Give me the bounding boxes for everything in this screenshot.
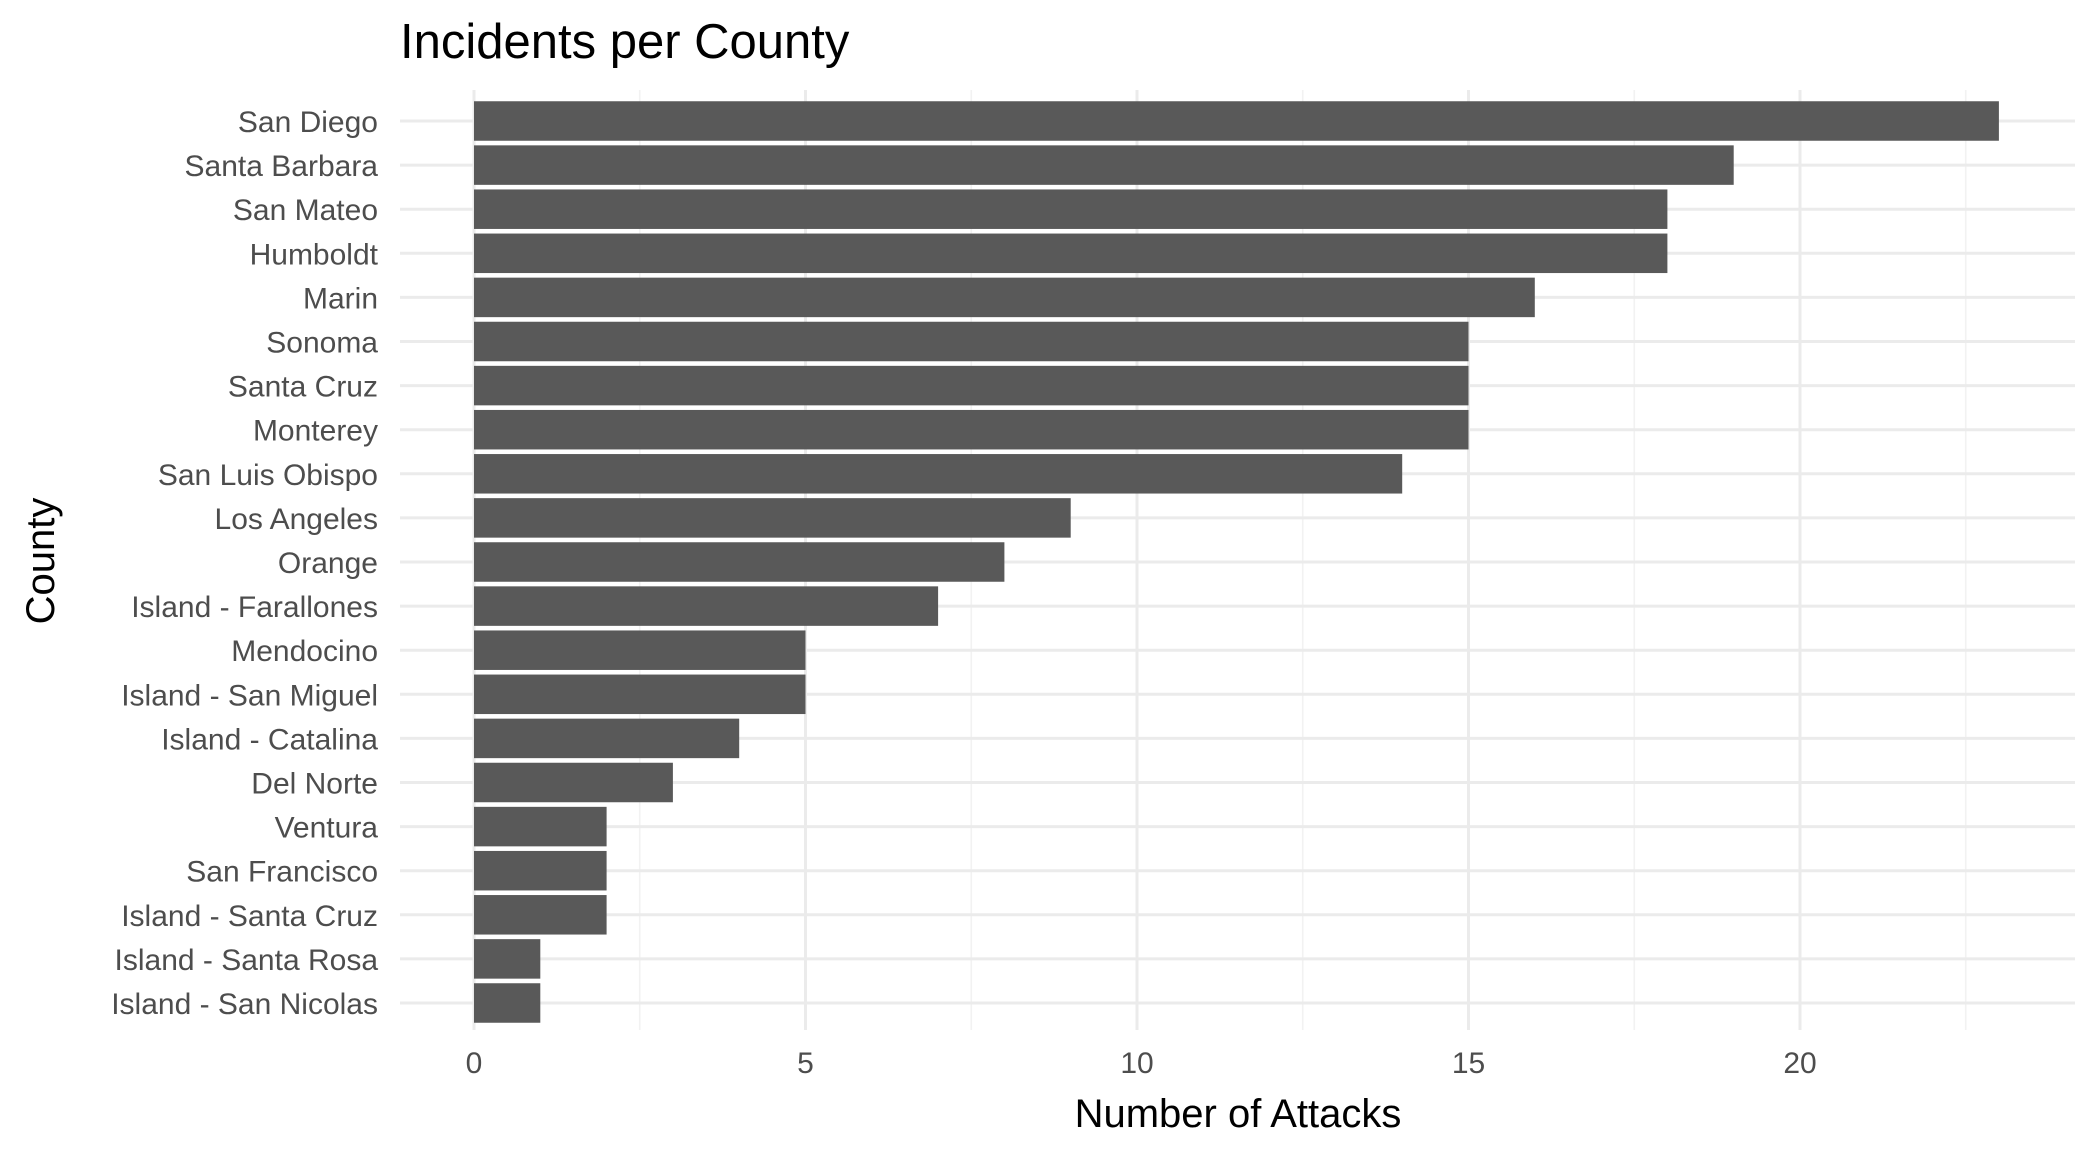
bar: [474, 365, 1469, 406]
x-tick-label: 20: [1783, 1047, 1816, 1080]
bar: [474, 233, 1668, 274]
bar: [474, 850, 607, 891]
y-tick-label: Island - San Miguel: [121, 679, 378, 712]
x-tick-label: 5: [797, 1047, 814, 1080]
y-tick-label: Orange: [278, 547, 378, 580]
y-axis-title: County: [19, 498, 63, 625]
y-tick-label: Marin: [303, 282, 378, 315]
bar: [474, 630, 806, 670]
y-tick-label: San Mateo: [233, 194, 378, 227]
bar: [474, 321, 1469, 362]
bar: [474, 498, 1071, 538]
y-tick-label: Island - Farallones: [131, 591, 378, 624]
x-tick-label: 0: [466, 1047, 483, 1080]
bar: [474, 189, 1668, 229]
x-tick-label: 10: [1120, 1047, 1153, 1080]
y-tick-label: Sonoma: [266, 327, 378, 360]
y-tick-label: Los Angeles: [215, 503, 378, 536]
bar: [474, 409, 1469, 450]
bar: [474, 101, 1999, 141]
y-tick-label: Mendocino: [231, 635, 378, 668]
y-tick-label: Island - Santa Rosa: [115, 944, 379, 977]
y-tick-label: Monterey: [253, 415, 378, 448]
y-tick-label: Island - Santa Cruz: [121, 900, 378, 933]
y-tick-label: Island - San Nicolas: [111, 988, 378, 1021]
bar: [474, 939, 541, 979]
bar: [474, 983, 541, 1023]
y-tick-label: Santa Barbara: [185, 150, 379, 183]
y-tick-label: San Luis Obispo: [158, 459, 378, 492]
bar: [474, 806, 607, 847]
y-tick-labels: San Diego Santa Barbara San Mateo Humboldt M…: [111, 106, 378, 1021]
bars: [474, 101, 1999, 1023]
y-tick-label: Ventura: [275, 812, 379, 845]
bar: [474, 586, 939, 626]
x-tick-label: 15: [1452, 1047, 1485, 1080]
x-axis-title: Number of Attacks: [1075, 1092, 1402, 1136]
y-tick-label: Island - Catalina: [161, 723, 378, 756]
chart-title: Incidents per County: [400, 15, 850, 69]
bar: [474, 542, 1005, 582]
bar: [474, 762, 673, 803]
bar: [474, 718, 740, 759]
x-tick-labels: 0 5 10 15 20: [466, 1047, 1817, 1080]
bar: [474, 454, 1403, 494]
bar: [474, 277, 1535, 318]
bar: [474, 674, 806, 715]
bar: [474, 145, 1734, 185]
bar: [474, 895, 607, 935]
y-tick-label: San Diego: [238, 106, 378, 139]
y-tick-label: Santa Cruz: [228, 371, 378, 404]
y-tick-label: Humboldt: [250, 238, 379, 271]
y-tick-label: Del Norte: [251, 768, 378, 801]
y-tick-label: San Francisco: [186, 856, 378, 889]
